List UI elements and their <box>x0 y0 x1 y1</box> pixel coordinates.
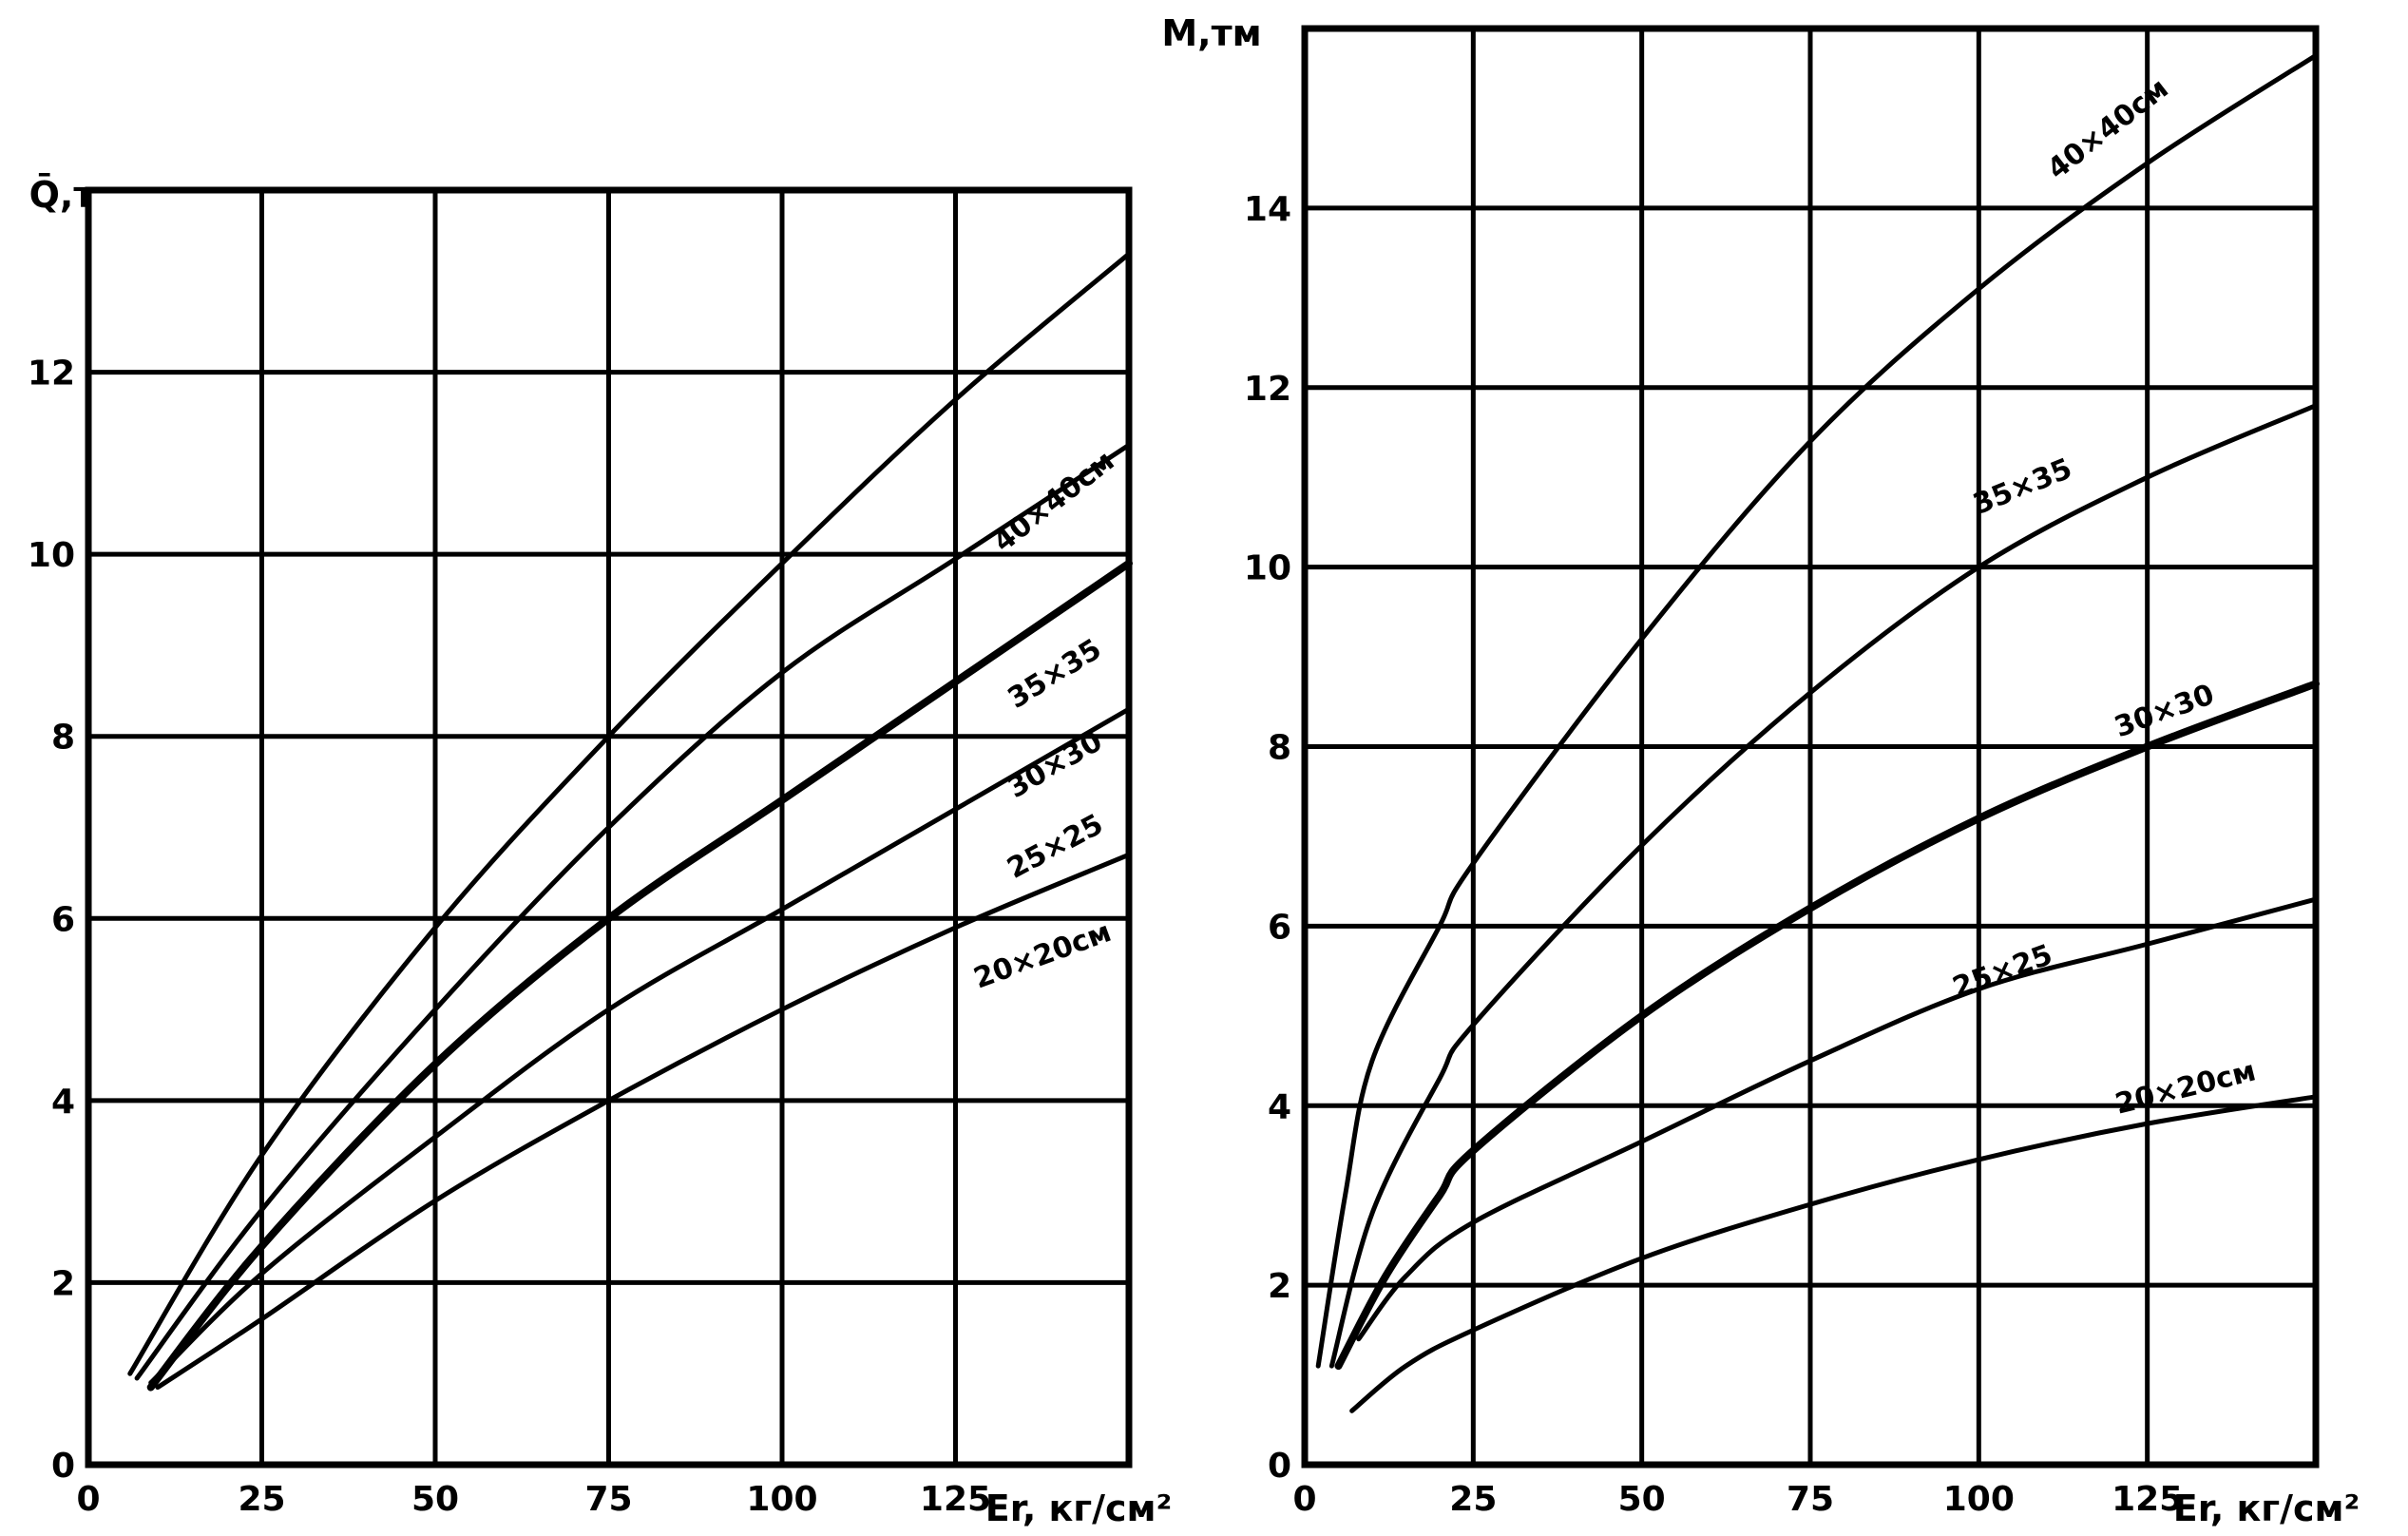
plot-frame <box>1301 25 2320 1469</box>
y-tick-label: 8 <box>51 719 75 758</box>
series-label: 40×40см <box>2041 72 2174 187</box>
series-label: 30×30 <box>2111 678 2219 744</box>
x-tick-label: 0 <box>1292 1480 1316 1519</box>
series-label: 35×35 <box>1969 452 2077 522</box>
series-line-40×40см <box>127 251 1132 1376</box>
y-tick-label: 12 <box>1244 370 1291 409</box>
plot-frame <box>85 186 1133 1469</box>
y-tick-label: 2 <box>51 1264 75 1303</box>
series-line-35×35 <box>1328 403 2319 1369</box>
y-tick-label: 12 <box>28 355 75 394</box>
x-tick-label: 50 <box>411 1480 459 1519</box>
x-tick-label: 25 <box>1449 1480 1497 1519</box>
series-line-20×20см <box>155 852 1132 1391</box>
series-line-35×35 <box>134 442 1132 1381</box>
y-tick-label: 4 <box>51 1083 75 1122</box>
y-tick-label: 0 <box>1268 1447 1291 1486</box>
x-tick-label: 25 <box>238 1480 285 1519</box>
y-tick-label: 8 <box>1268 729 1291 768</box>
x-tick-label: 0 <box>76 1480 100 1519</box>
series-line-20×20см <box>1349 1094 2319 1413</box>
series-line-25×25 <box>148 706 1132 1386</box>
y-tick-label: 14 <box>1244 190 1291 229</box>
y-axis-label: Q̄,т <box>29 173 95 216</box>
series-line-30×30 <box>1334 680 2320 1371</box>
y-tick-label: 4 <box>1268 1087 1291 1126</box>
y-tick-label: 0 <box>51 1447 75 1486</box>
x-axis-label: Er, кг/см² <box>2173 1488 2360 1529</box>
y-tick-label: 6 <box>51 900 75 939</box>
y-tick-label: 10 <box>28 536 75 575</box>
series-label: 25×25 <box>1948 938 2056 1005</box>
y-tick-label: 10 <box>1244 549 1291 588</box>
x-axis-label: Er, кг/см² <box>985 1488 1173 1529</box>
x-tick-label: 100 <box>1943 1480 2015 1519</box>
series-line-25×25 <box>1356 896 2319 1342</box>
series-label: 20×20см <box>969 915 1116 996</box>
series-label: 35×35 <box>1003 633 1108 716</box>
series-label: 20×20см <box>2112 1054 2259 1121</box>
y-tick-label: 6 <box>1268 908 1291 947</box>
series-line-30×30 <box>146 559 1133 1392</box>
moment-chart: 0 25 50 75 100 125 0 2 4 6 8 10 12 14 Er, кг/см² M,тм 40… <box>1161 12 2360 1529</box>
x-tick-label: 75 <box>584 1480 632 1519</box>
y-axis-label: M,тм <box>1161 12 1261 54</box>
x-tick-label: 100 <box>746 1480 817 1519</box>
series-line-40×40см <box>1315 52 2319 1369</box>
series-label: 25×25 <box>1002 808 1108 886</box>
x-tick-label: 75 <box>1787 1480 1834 1519</box>
x-tick-label: 125 <box>2112 1480 2183 1519</box>
x-tick-label: 50 <box>1618 1480 1666 1519</box>
x-tick-label: 125 <box>920 1480 991 1519</box>
y-tick-label: 2 <box>1268 1267 1291 1306</box>
